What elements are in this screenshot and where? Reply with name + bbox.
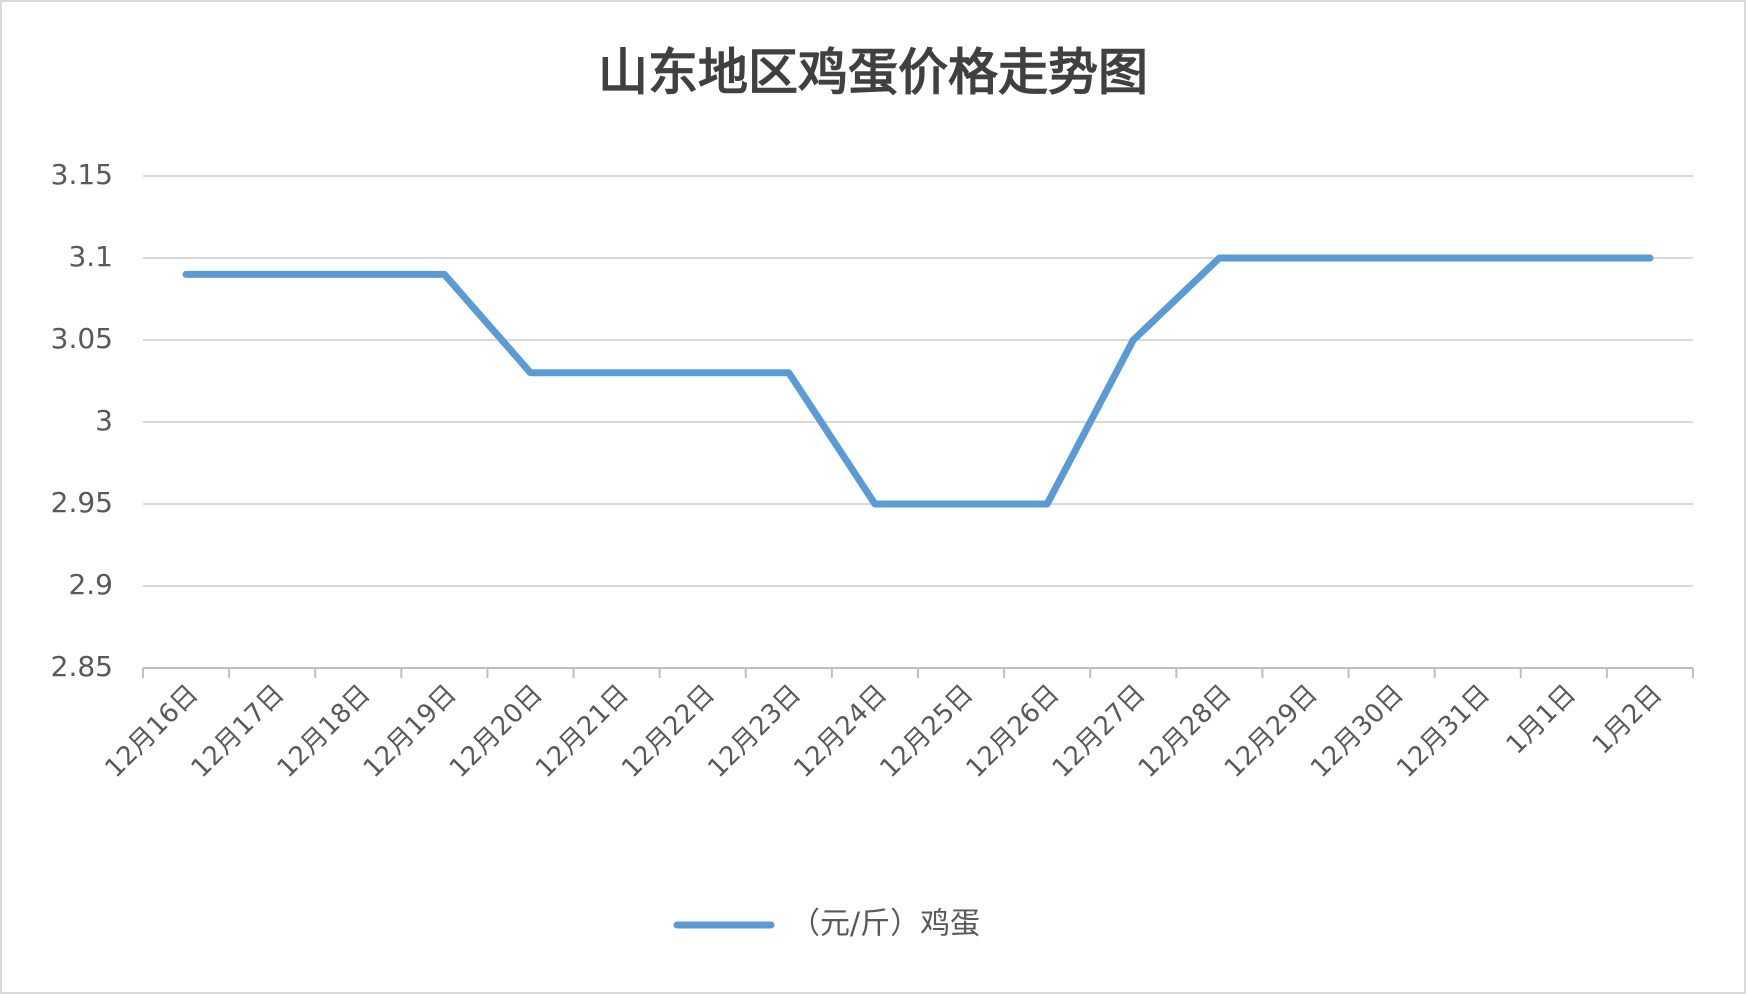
y-tick-label: 3 xyxy=(95,404,113,437)
y-tick-label: 3.1 xyxy=(68,240,113,273)
y-tick-label: 2.85 xyxy=(51,650,113,683)
legend-label: （元/斤）鸡蛋 xyxy=(790,907,980,942)
y-tick-label: 2.95 xyxy=(51,486,113,519)
series-line xyxy=(182,254,1654,508)
y-tick-label: 3.05 xyxy=(51,322,113,355)
y-tick-label: 2.9 xyxy=(68,568,113,601)
chart-title: 山东地区鸡蛋价格走势图 xyxy=(598,44,1148,102)
y-tick-label: 3.15 xyxy=(51,158,113,191)
